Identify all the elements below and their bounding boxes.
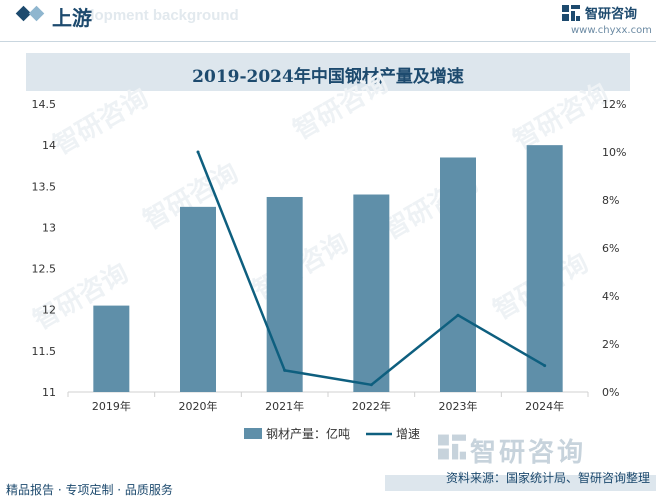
watermark-text: 智研咨询 xyxy=(508,77,614,156)
brand-url[interactable]: www.chyxx.com xyxy=(571,25,652,36)
y-left-tick-label: 12 xyxy=(42,304,56,317)
x-tick-label: 2020年 xyxy=(179,399,218,413)
y-left-tick-label: 13 xyxy=(42,221,56,234)
chart-title-band: 2019-2024年中国钢材产量及增速 xyxy=(26,53,630,91)
watermark-text: 智研咨询 xyxy=(470,438,587,468)
background-word: elopment background xyxy=(82,7,239,24)
bar-production xyxy=(353,194,390,392)
bar-production xyxy=(266,196,303,392)
chart-title: 2019-2024年中国钢材产量及增速 xyxy=(192,67,464,87)
watermark-logo-icon xyxy=(438,434,466,460)
y-right-tick-label: 6% xyxy=(602,242,619,255)
header-divider xyxy=(0,41,656,42)
y-left-tick-label: 14 xyxy=(42,139,56,152)
y-left-tick-label: 12.5 xyxy=(32,263,57,276)
line-point xyxy=(283,368,287,372)
brand-logo-icon xyxy=(562,5,580,21)
line-point xyxy=(456,313,460,317)
brand-name: 智研咨询 xyxy=(585,7,638,22)
y-left-tick-label: 13.5 xyxy=(32,180,57,193)
bar-production xyxy=(440,157,476,392)
x-tick-label: 2021年 xyxy=(265,399,304,413)
y-right-tick-label: 4% xyxy=(602,290,619,303)
bar-production xyxy=(526,145,563,392)
line-point xyxy=(369,383,373,387)
y-left-tick-label: 11 xyxy=(42,386,56,399)
legend-bar-label: 钢材产量：亿吨 xyxy=(266,426,350,441)
x-tick-label: 2024年 xyxy=(525,399,564,413)
y-left-tick-label: 11.5 xyxy=(32,345,57,358)
footer-source: 资料来源：国家统计局、智研咨询整理 xyxy=(445,471,650,485)
bar-production xyxy=(93,305,130,392)
watermark-text: 智研咨询 xyxy=(288,67,394,146)
y-right-tick-label: 8% xyxy=(602,194,619,207)
legend-bar-swatch xyxy=(244,428,262,439)
x-tick-label: 2019年 xyxy=(92,399,131,413)
header-bar: elopment background 上游 智研咨询 www.chyxx.co… xyxy=(0,0,656,40)
legend-line-label: 增速 xyxy=(396,427,420,441)
footer: 精品报告 · 专项定制 · 品质服务 资料来源：国家统计局、智研咨询整理 xyxy=(0,469,656,501)
x-tick-label: 2022年 xyxy=(352,399,391,413)
x-tick-label: 2023年 xyxy=(439,399,478,413)
watermark-text: 智研咨询 xyxy=(48,82,154,161)
y-right-tick-label: 2% xyxy=(602,338,619,351)
y-left-tick-label: 14.5 xyxy=(32,98,57,111)
y-right-tick-label: 12% xyxy=(602,98,626,111)
footer-slogan: 精品报告 · 专项定制 · 品质服务 xyxy=(6,483,173,497)
line-point xyxy=(196,150,200,154)
bar-production xyxy=(180,206,216,392)
y-right-tick-label: 10% xyxy=(602,146,626,159)
line-point xyxy=(543,364,547,368)
section-title: 上游 xyxy=(52,6,92,30)
y-right-tick-label: 0% xyxy=(602,386,619,399)
